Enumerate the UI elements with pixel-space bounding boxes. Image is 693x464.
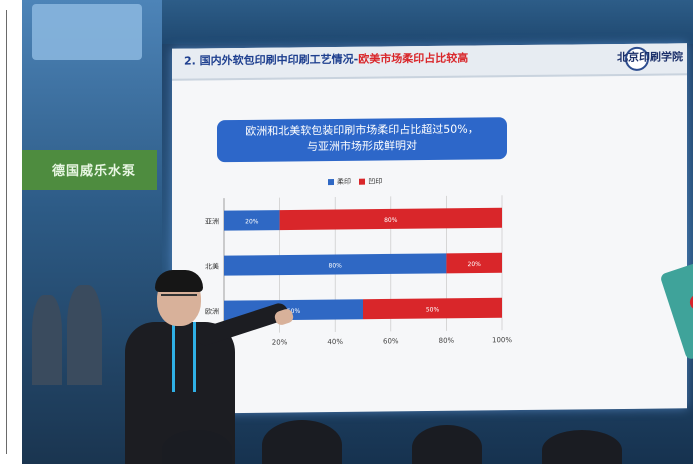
booth-banner-text: 德国威乐水泵	[52, 164, 137, 179]
audience-heads	[162, 410, 693, 464]
legend-label-flexo: 柔印	[337, 177, 351, 186]
callout-line-2: 与亚洲市场形成鲜明对	[307, 139, 417, 154]
presenter-glasses	[161, 294, 197, 304]
booth-sign-graphic	[32, 4, 142, 60]
chip-brand-logo	[687, 287, 693, 313]
data-label: 50%	[426, 306, 440, 313]
exhibition-booth: 德国威乐水泵	[22, 0, 162, 464]
category-label: 北美	[205, 262, 219, 271]
stacked-bar-chart: 20% 40% 60% 80% 100% 亚洲 20% 80% 北美 80% 20% 欧洲 50% 50%	[205, 195, 512, 347]
category-label: 欧洲	[205, 307, 219, 316]
chip-bag-teal	[659, 255, 693, 361]
slide-title-main: 2. 国内外软包印刷中印刷工艺情况-	[184, 52, 359, 68]
legend-swatch-flexo	[328, 179, 334, 186]
legend-swatch-gravure	[359, 178, 366, 185]
x-tick-label: 20%	[272, 338, 288, 346]
data-label: 80%	[329, 262, 343, 269]
bar-segment	[224, 210, 280, 231]
data-label: 50%	[287, 308, 301, 315]
callout-line-1: 欧洲和北美软包装印刷市场柔印占比超过50%，	[245, 122, 479, 138]
slide-title-highlight: 欧美市场柔印占比较高	[358, 51, 469, 66]
bar-segment	[446, 252, 502, 274]
x-tick-label: 100%	[492, 336, 512, 344]
x-tick-label: 40%	[327, 338, 343, 346]
chart-legend: 柔印 凹印	[322, 176, 382, 187]
chip-bags-image	[659, 232, 693, 369]
x-tick-label: 60%	[383, 337, 399, 345]
slide-title: 2. 国内外软包印刷中印刷工艺情况-欧美市场柔印占比较高	[184, 50, 468, 69]
legend-label-gravure: 凹印	[368, 177, 383, 186]
university-logo-text: 北京印刷学院	[617, 50, 683, 65]
background-attendees	[22, 285, 112, 385]
page-divider-line	[6, 10, 7, 454]
ceiling-truss	[162, 0, 693, 44]
presenter-hair	[155, 270, 203, 292]
presentation-screen: 2. 国内外软包印刷中印刷工艺情况-欧美市场柔印占比较高 北京印刷学院 欧洲和北…	[172, 43, 693, 414]
booth-green-banner: 德国威乐水泵	[22, 150, 157, 190]
data-label: 20%	[245, 218, 259, 225]
data-label: 80%	[384, 217, 398, 224]
data-label: 20%	[468, 261, 482, 268]
bar-segment	[279, 207, 502, 231]
slide-title-band: 2. 国内外软包印刷中印刷工艺情况-欧美市场柔印占比较高 北京印刷学院	[172, 43, 687, 81]
slide-callout-box: 欧洲和北美软包装印刷市场柔印占比超过50%， 与亚洲市场形成鲜明对	[217, 117, 507, 163]
x-tick-label: 80%	[439, 337, 455, 345]
bar-segment	[363, 297, 502, 320]
bar-segment	[224, 253, 447, 276]
category-label: 亚洲	[205, 218, 219, 226]
presenter-lanyard	[172, 322, 196, 392]
conference-photo: 德国威乐水泵 2. 国内外软包印刷中印刷工艺情况-欧美市场柔印占比较高 北京印刷…	[22, 0, 693, 464]
